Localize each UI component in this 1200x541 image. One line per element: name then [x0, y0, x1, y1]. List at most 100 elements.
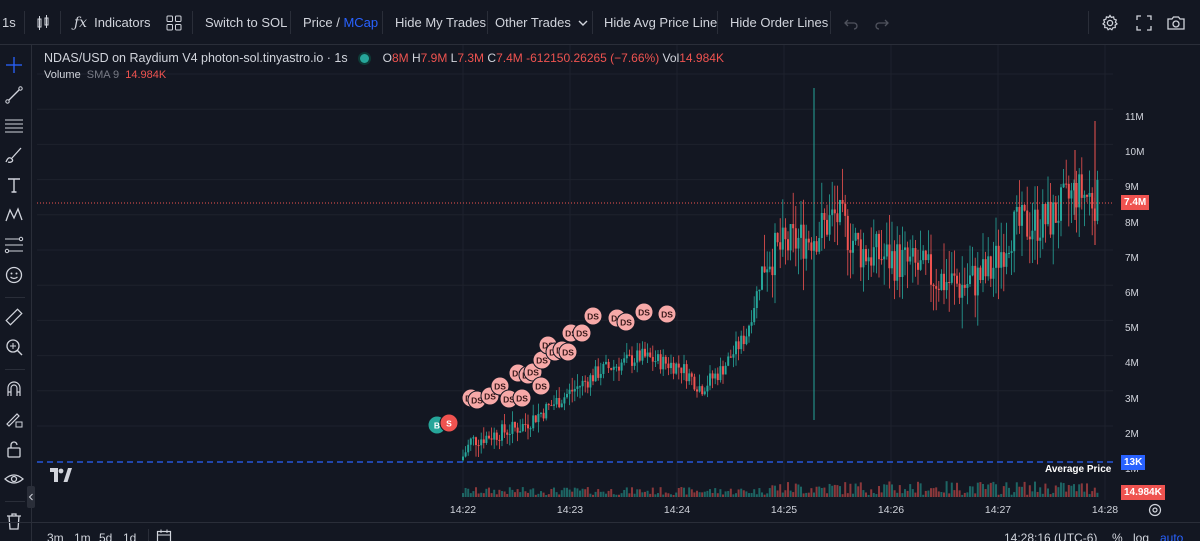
volume-bar — [922, 494, 925, 497]
volume-bar — [1018, 486, 1021, 497]
volume-bar — [992, 481, 995, 497]
percent-toggle[interactable]: % — [1112, 531, 1123, 541]
trend-line-tool[interactable] — [0, 81, 28, 109]
trade-marker[interactable]: DS — [490, 376, 510, 396]
other-trades-dropdown[interactable]: Other Trades — [495, 0, 590, 45]
candle-body — [1039, 237, 1042, 241]
settings-button[interactable] — [1101, 0, 1119, 45]
redo-button[interactable] — [874, 0, 890, 45]
clock[interactable]: 14:28:16 (UTC-6) — [1004, 531, 1098, 541]
volume-bar — [878, 486, 880, 497]
crosshair-tool[interactable] — [0, 51, 28, 79]
candle-body — [1002, 252, 1005, 267]
trade-marker[interactable]: DS — [634, 302, 654, 322]
trade-marker[interactable]: DS — [572, 323, 592, 343]
lock-tool[interactable] — [0, 435, 28, 463]
range-5d[interactable]: 5d — [99, 531, 113, 541]
volume-bar — [982, 483, 984, 497]
trade-marker[interactable]: S — [439, 413, 459, 433]
visibility-tool[interactable] — [0, 465, 28, 493]
brush-tool[interactable] — [0, 141, 28, 169]
lock-drawings-tool[interactable] — [0, 405, 28, 433]
candle-body — [872, 247, 875, 266]
text-tool[interactable] — [0, 171, 28, 199]
symbol-title[interactable]: NDAS/USD on Raydium V4 photon-sol.tinyas… — [44, 51, 348, 65]
price-chart[interactable]: DSDSDSDSDSDSDSDSDSDSDSDSDSDSDSDSDSDSDSDS… — [37, 45, 1200, 500]
volume-indicator-title[interactable]: Volume — [44, 69, 81, 81]
emoji-tool[interactable] — [0, 261, 28, 289]
fullscreen-button[interactable] — [1135, 0, 1153, 45]
horizontal-lines-tool[interactable] — [0, 111, 28, 139]
measure-tool[interactable] — [0, 303, 28, 331]
candle-body — [503, 424, 506, 433]
bottom-toolbar: 3m 1m 5d 1d 14:28:16 (UTC-6) % log auto — [0, 522, 1200, 541]
candle-body — [685, 364, 688, 382]
volume-bar — [680, 487, 683, 497]
indicators-button[interactable]: ƒx Indicators — [74, 0, 150, 45]
trade-marker[interactable]: DS — [616, 312, 636, 332]
magnet-tool[interactable] — [0, 375, 28, 403]
candle-body — [792, 224, 795, 229]
candle-body — [1049, 201, 1052, 235]
switch-to-sol-button[interactable]: Switch to SOL — [205, 0, 287, 45]
volume-bar — [883, 484, 886, 497]
pattern-tool[interactable] — [0, 201, 28, 229]
interval-button[interactable]: 1s — [2, 0, 16, 45]
candle-body — [761, 266, 763, 290]
date-range-button[interactable] — [156, 529, 172, 541]
zoom-tool[interactable] — [0, 333, 28, 361]
volume-bar — [781, 492, 784, 497]
range-3m[interactable]: 3m — [47, 531, 64, 541]
volume-bar — [807, 492, 810, 497]
candle-body — [807, 238, 810, 243]
candle-body — [857, 232, 860, 240]
trade-marker[interactable]: DS — [657, 304, 677, 324]
candle-body — [636, 350, 639, 363]
volume-bar — [719, 489, 722, 497]
hide-my-trades-button[interactable]: Hide My Trades — [395, 0, 486, 45]
volume-bar — [989, 482, 992, 497]
tradingview-logo[interactable] — [50, 468, 72, 487]
collapse-toolbar-handle[interactable] — [27, 486, 35, 508]
candle-body — [1062, 183, 1065, 188]
range-1m[interactable]: 1m — [74, 531, 91, 541]
candle-body — [1036, 209, 1039, 241]
volume-bar — [974, 493, 977, 497]
screenshot-button[interactable] — [1166, 0, 1186, 45]
trade-marker[interactable]: DS — [583, 306, 603, 326]
undo-button[interactable] — [843, 0, 859, 45]
svg-text:DS: DS — [536, 356, 548, 366]
trade-marker[interactable]: DS — [512, 388, 532, 408]
sma-value: 14.984K — [125, 69, 167, 81]
symbol-legend: NDAS/USD on Raydium V4 photon-sol.tinyas… — [44, 50, 724, 66]
volume-bar — [948, 493, 951, 497]
price-tick-label: 11M — [1125, 112, 1144, 123]
trade-marker[interactable]: DS — [558, 342, 578, 362]
time-axis[interactable]: 14:22 14:23 14:24 14:25 14:26 14:27 14:28 — [37, 500, 1118, 522]
candle-body — [589, 375, 592, 388]
high-value: 7.9M — [420, 51, 448, 65]
volume-bar — [802, 493, 805, 497]
trade-marker[interactable]: DS — [531, 376, 551, 396]
trade-markers[interactable]: DSDSDSDSDSDSDSDSDSDSDSDSDSDSDSDSDSDSDSDS… — [427, 302, 677, 435]
volume-bar — [924, 490, 927, 497]
log-toggle[interactable]: log — [1133, 531, 1150, 541]
candle-body — [703, 391, 706, 395]
candle-body — [820, 213, 823, 239]
svg-text:DS: DS — [527, 368, 539, 378]
fib-tool[interactable] — [0, 231, 28, 259]
candle-body — [940, 273, 943, 290]
candle-body — [888, 244, 891, 269]
layouts-button[interactable] — [166, 0, 182, 45]
candle-body — [961, 284, 964, 298]
chart-settings-button[interactable] — [1148, 503, 1162, 522]
hide-order-lines-button[interactable]: Hide Order Lines — [730, 0, 828, 45]
candle-type-button[interactable] — [34, 0, 52, 45]
price-mcap-toggle[interactable]: Price / MCap — [303, 0, 378, 45]
svg-text:DS: DS — [484, 392, 496, 402]
auto-toggle[interactable]: auto — [1160, 531, 1184, 541]
hide-avg-price-line-button[interactable]: Hide Avg Price Line — [604, 0, 717, 45]
volume-bar — [745, 491, 748, 497]
price-axis[interactable]: 11M10M9M8M7M6M5M4M3M2M1M 7.4M 13K 14.984… — [1113, 45, 1200, 500]
range-1d[interactable]: 1d — [123, 531, 137, 541]
